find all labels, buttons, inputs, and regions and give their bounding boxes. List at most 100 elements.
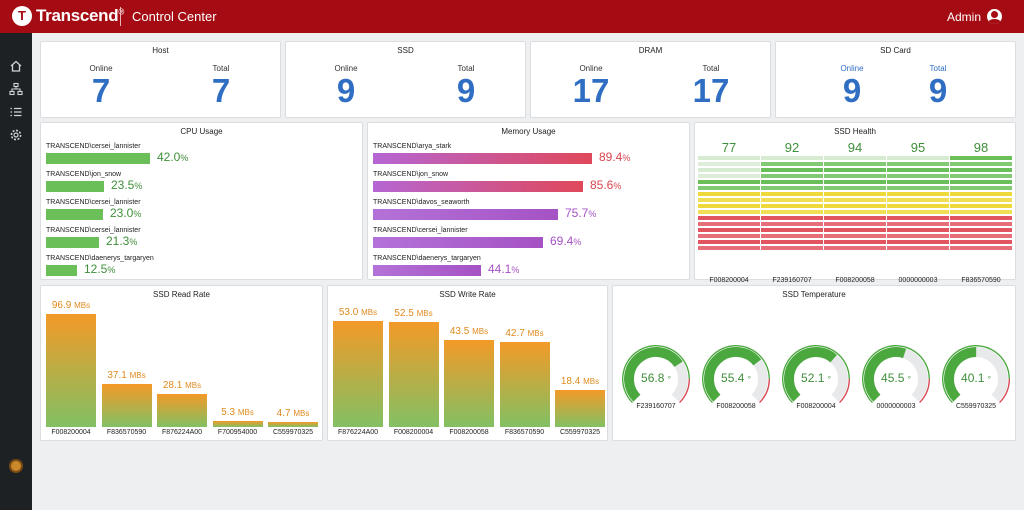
health-segment [950, 162, 1012, 166]
rate-bar[interactable]: 4.7 MBs [268, 408, 318, 427]
dram-counter-panel: DRAM Online 17 Total 17 [530, 41, 771, 118]
temperature-gauge[interactable]: 55.4 ° [700, 343, 772, 415]
drive-id: 0000000003 [898, 277, 938, 284]
usage-percent: 23.0% [110, 206, 142, 220]
total-label: Total [212, 64, 230, 73]
rate-value: 18.4 MBs [560, 376, 600, 388]
health-segment [761, 216, 823, 220]
usage-bar [373, 209, 558, 220]
health-value: 95 [910, 140, 926, 155]
health-column[interactable]: 95 0000000003 [887, 140, 949, 284]
health-segment [698, 204, 760, 208]
sdcard-counter-panel: SD Card Online 9 Total 9 [775, 41, 1016, 118]
health-segment [950, 186, 1012, 190]
host-name: TRANSCEND\arya_stark [373, 143, 452, 150]
health-segment [887, 186, 949, 190]
rate-bar[interactable]: 28.1 MBs [157, 380, 207, 427]
temperature-gauge[interactable]: 45.5 ° [860, 343, 932, 415]
health-column[interactable]: 98 F836570590 [950, 140, 1012, 284]
health-segment [698, 162, 760, 166]
health-segment [887, 168, 949, 172]
health-segment [950, 222, 1012, 226]
gear-icon[interactable] [9, 128, 23, 142]
home-icon[interactable] [9, 59, 23, 73]
topology-icon[interactable] [9, 82, 23, 96]
dram-total: Total 17 [651, 64, 771, 109]
ssd-total: Total 9 [406, 64, 526, 109]
sidebar [0, 33, 32, 510]
user-avatar-icon[interactable] [987, 9, 1002, 24]
usage-bar [373, 237, 543, 248]
usage-row[interactable]: TRANSCEND\cersei_lannister 42.0% [46, 143, 346, 167]
cpu-usage-panel: CPU Usage TRANSCEND\cersei_lannister 42.0… [40, 122, 363, 280]
temperature-gauge[interactable]: 52.1 ° [780, 343, 852, 415]
health-segment [761, 210, 823, 214]
health-segment [698, 240, 760, 244]
health-segment [950, 174, 1012, 178]
usage-row[interactable]: TRANSCEND\cersei_lannister 23.0% [46, 199, 346, 223]
health-segment [761, 228, 823, 232]
health-column[interactable]: 77 F008200004 [698, 140, 760, 284]
health-segment [761, 204, 823, 208]
rate-bar[interactable]: 18.4 MBs [555, 376, 605, 427]
health-segment [950, 198, 1012, 202]
health-segment [824, 234, 886, 238]
host-name: TRANSCEND\cersei_lannister [46, 199, 141, 206]
ssd-read-rate-panel: SSD Read Rate 96.9 MBs F008200004 37.1 MBs… [40, 285, 323, 441]
usage-row[interactable]: TRANSCEND\jon_snow 85.6% [373, 171, 673, 195]
panel-title: CPU Usage [180, 127, 223, 136]
usage-row[interactable]: TRANSCEND\daenerys_targaryen 12.5% [46, 255, 346, 279]
usage-row[interactable]: TRANSCEND\cersei_lannister 69.4% [373, 227, 673, 251]
rate-bar[interactable]: 52.5 MBs [388, 308, 439, 427]
online-label: Online [840, 64, 864, 73]
health-segment [824, 240, 886, 244]
usage-row[interactable]: TRANSCEND\davos_seaworth 75.7% [373, 199, 673, 223]
temperature-gauge[interactable]: 56.8 ° [620, 343, 692, 415]
usage-row[interactable]: TRANSCEND\arya_stark 89.4% [373, 143, 673, 167]
x-axis-label: F876224A00 [161, 429, 203, 436]
rate-bar[interactable]: 37.1 MBs [101, 370, 152, 427]
health-segment [761, 222, 823, 226]
usage-percent: 85.6% [590, 178, 622, 192]
usage-bar [46, 265, 77, 276]
usage-bar [46, 181, 104, 192]
rate-value: 28.1 MBs [162, 380, 202, 392]
brand-logo[interactable]: T Transcend® [12, 6, 124, 26]
x-axis-label: F008200004 [51, 429, 91, 436]
usage-percent: 44.1% [488, 262, 520, 276]
x-axis-label: C559970325 [559, 429, 601, 436]
user-menu[interactable]: Admin [947, 9, 1002, 24]
health-segment [950, 216, 1012, 220]
rate-bar[interactable]: 42.7 MBs [499, 328, 550, 427]
rate-bar[interactable]: 5.3 MBs [212, 407, 263, 427]
x-axis-label: F008200058 [449, 429, 489, 436]
panel-title: SSD Health [834, 127, 876, 136]
header-divider [120, 7, 121, 26]
temperature-value: 40.1 ° [961, 371, 991, 385]
health-column[interactable]: 92 F239160707 [761, 140, 823, 284]
rate-bar[interactable]: 53.0 MBs [333, 307, 383, 427]
health-segment [698, 246, 760, 250]
health-segment [824, 210, 886, 214]
health-segment [824, 162, 886, 166]
health-value: 77 [721, 140, 737, 155]
total-label: Total [702, 64, 720, 73]
health-segment [824, 168, 886, 172]
health-segment [824, 228, 886, 232]
health-segment [698, 216, 760, 220]
usage-row[interactable]: TRANSCEND\cersei_lannister 21.3% [46, 227, 346, 251]
temperature-value: 45.5 ° [881, 371, 911, 385]
health-segment [887, 222, 949, 226]
health-segment [887, 234, 949, 238]
host-name: TRANSCEND\cersei_lannister [46, 143, 141, 150]
health-column[interactable]: 94 F008200058 [824, 140, 886, 284]
temperature-gauge[interactable]: 40.1 ° [940, 343, 1012, 415]
rate-bar[interactable]: 96.9 MBs [46, 300, 96, 427]
usage-row[interactable]: TRANSCEND\jon_snow 23.5% [46, 171, 346, 195]
ssd-counter-panel: SSD Online 9 Total 9 [285, 41, 526, 118]
rate-bar[interactable]: 43.5 MBs [444, 326, 494, 427]
usage-row[interactable]: TRANSCEND\daenerys_targaryen 44.1% [373, 255, 673, 279]
list-icon[interactable] [9, 105, 23, 119]
health-segment [698, 174, 760, 178]
online-count: 17 [572, 72, 610, 109]
